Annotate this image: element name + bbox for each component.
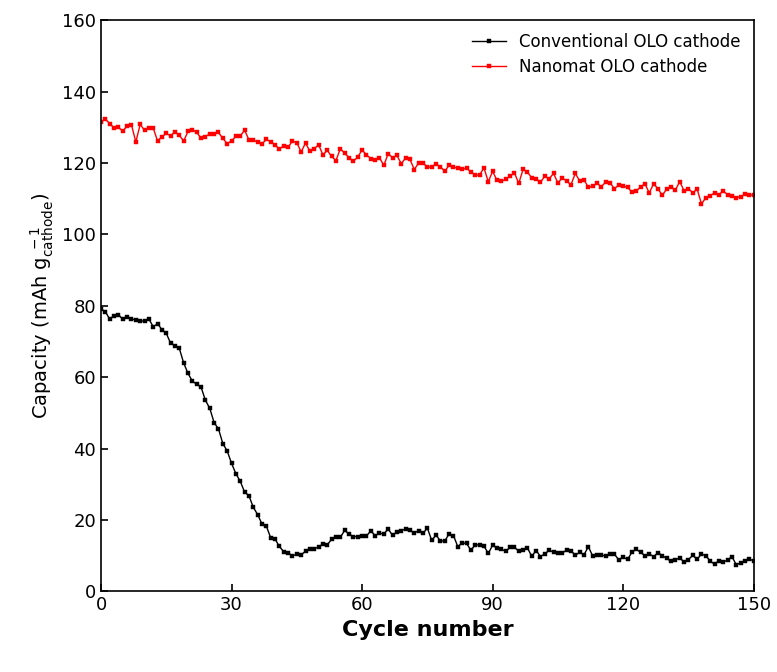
Line: Conventional OLO cathode: Conventional OLO cathode [99, 307, 755, 566]
Nanomat OLO cathode [101, 115, 110, 123]
Nanomat OLO cathode [331, 157, 340, 165]
Conventional OLO cathode [510, 543, 519, 551]
Nanomat OLO cathode [697, 200, 706, 208]
Line: Nanomat OLO cathode: Nanomat OLO cathode [99, 118, 755, 206]
Nanomat OLO cathode [514, 179, 524, 187]
Conventional OLO cathode [732, 560, 741, 569]
X-axis label: Cycle number: Cycle number [342, 620, 513, 640]
Conventional OLO cathode [327, 536, 336, 544]
Conventional OLO cathode [553, 549, 563, 557]
Conventional OLO cathode [749, 557, 758, 565]
Nanomat OLO cathode [558, 174, 567, 182]
Nanomat OLO cathode [96, 118, 106, 126]
Conventional OLO cathode [414, 526, 423, 534]
Nanomat OLO cathode [744, 191, 754, 199]
Conventional OLO cathode [493, 544, 502, 552]
Nanomat OLO cathode [749, 191, 758, 199]
Legend: Conventional OLO cathode, Nanomat OLO cathode: Conventional OLO cathode, Nanomat OLO ca… [467, 28, 745, 81]
Conventional OLO cathode [740, 557, 750, 565]
Y-axis label: Capacity (mAh g$\mathregular{_{\mathrm{cathode}}^{\ -1}}$): Capacity (mAh g$\mathregular{_{\mathrm{c… [29, 193, 57, 419]
Conventional OLO cathode [96, 305, 106, 313]
Nanomat OLO cathode [418, 159, 427, 167]
Nanomat OLO cathode [497, 177, 506, 185]
